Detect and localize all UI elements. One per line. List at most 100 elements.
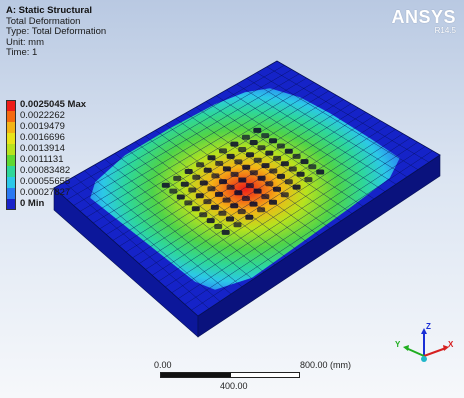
- legend-swatch: [6, 199, 16, 210]
- hole-cutout: [211, 173, 220, 179]
- analysis-title: A: Static Structural: [6, 5, 93, 16]
- scale-end-label: 800.00 (mm): [300, 360, 352, 370]
- legend-swatch: [6, 155, 16, 166]
- hole-cutout: [199, 180, 208, 186]
- hole-cutout: [261, 133, 270, 139]
- mesh-line: [104, 158, 254, 280]
- legend-swatch: [6, 144, 16, 155]
- hole-cutout: [161, 182, 170, 188]
- hole-cutout: [184, 200, 193, 206]
- hole-cutout: [284, 148, 293, 154]
- hole-cutout: [222, 166, 231, 172]
- mesh-line: [184, 146, 426, 305]
- legend-swatch: [6, 188, 16, 199]
- mesh-line: [191, 150, 433, 311]
- hole-cutout: [257, 175, 266, 181]
- hole-cutout: [242, 164, 251, 170]
- logo-brand: ANSYS: [391, 7, 456, 27]
- hole-cutout: [230, 171, 239, 177]
- hole-cutout: [288, 166, 297, 172]
- legend-label[interactable]: 0.00055655: [20, 176, 71, 187]
- legend-label[interactable]: 0.0011131: [20, 154, 64, 165]
- legend-swatch: [6, 100, 16, 111]
- hole-cutout: [277, 173, 285, 179]
- legend-swatch: [6, 133, 16, 144]
- hole-cutout: [261, 194, 270, 200]
- hole-cutout: [238, 177, 247, 183]
- hole-cutout: [241, 196, 250, 201]
- legend-label[interactable]: 0.0025045 Max: [20, 99, 87, 110]
- result-unit: Unit: mm: [6, 36, 44, 48]
- mesh-line: [124, 147, 276, 265]
- result-type: Type: Total Deformation: [6, 26, 107, 37]
- hole-cutout: [230, 141, 239, 147]
- legend-label[interactable]: 0.0013914: [20, 143, 65, 154]
- hole-cutout: [195, 193, 204, 199]
- hole-cutout: [269, 138, 277, 144]
- hole-cutout: [280, 161, 289, 167]
- deformation-contour: [89, 87, 401, 291]
- scale-bar: [160, 372, 300, 378]
- hole-cutout: [191, 206, 200, 212]
- mesh-line: [84, 170, 232, 295]
- hole-cutout: [292, 153, 301, 159]
- hole-cutout: [269, 199, 277, 205]
- hole-cutout: [292, 184, 301, 190]
- hole-cutout: [273, 155, 282, 161]
- legend-swatch: [6, 166, 16, 177]
- hole-cutout: [249, 170, 258, 176]
- legend-label[interactable]: 0.00027827: [20, 187, 71, 198]
- mesh-line: [63, 182, 210, 309]
- scale-start-label: 0.00: [154, 360, 172, 370]
- hole-cutout: [207, 155, 216, 161]
- hole-cutout: [304, 177, 313, 183]
- hole-cutout: [253, 127, 262, 133]
- hole-cutout: [237, 209, 246, 215]
- hole-cutout: [230, 203, 239, 209]
- legend-label[interactable]: 0.0019479: [20, 121, 65, 132]
- hole-cutout: [276, 143, 285, 149]
- result-name: Total Deformation: [6, 15, 81, 27]
- mesh-line: [94, 164, 243, 287]
- mesh-line: [114, 153, 265, 273]
- legend-label[interactable]: 0 Min: [20, 198, 45, 209]
- hole-cutout: [219, 148, 227, 154]
- legend-label[interactable]: 0.0022262: [20, 110, 65, 121]
- mesh-line: [74, 176, 221, 302]
- hole-cutout: [210, 204, 219, 210]
- ansys-logo: ANSYS R14.5: [391, 8, 456, 36]
- result-time: Time: 1: [6, 47, 38, 58]
- hole-cutout: [215, 160, 224, 166]
- hole-cutout: [169, 188, 178, 194]
- hole-cutout: [176, 194, 185, 200]
- hole-cutout: [188, 187, 197, 193]
- hole-cutout: [203, 167, 212, 173]
- hole-pattern: [161, 127, 325, 235]
- hole-cutout: [196, 162, 205, 168]
- scale-ruler: 0.00 800.00 (mm) 400.00: [154, 360, 400, 394]
- hole-cutout: [221, 229, 230, 235]
- scale-mid-label: 400.00: [220, 381, 248, 391]
- hole-cutout: [316, 169, 325, 175]
- hole-cutout: [233, 222, 242, 228]
- hole-cutout: [214, 224, 223, 229]
- hole-cutout: [245, 214, 254, 220]
- hole-cutout: [184, 169, 193, 174]
- logo-version: R14.5: [434, 26, 456, 35]
- hole-cutout: [238, 147, 247, 152]
- axis-triad[interactable]: Z Y X: [392, 322, 456, 374]
- hole-cutout: [265, 181, 274, 187]
- legend-label[interactable]: 0.00083482: [20, 165, 71, 176]
- result-info: A: Static Structural Total Deformation T…: [6, 5, 107, 59]
- legend-swatch: [6, 177, 16, 188]
- hole-cutout: [203, 199, 212, 205]
- legend-label[interactable]: 0.0016696: [20, 132, 65, 143]
- hole-cutout: [261, 163, 270, 169]
- hole-cutout: [234, 159, 243, 165]
- hole-cutout: [245, 183, 254, 189]
- hole-cutout: [300, 159, 309, 165]
- hole-cutout: [180, 181, 189, 187]
- hole-cutout: [241, 134, 250, 140]
